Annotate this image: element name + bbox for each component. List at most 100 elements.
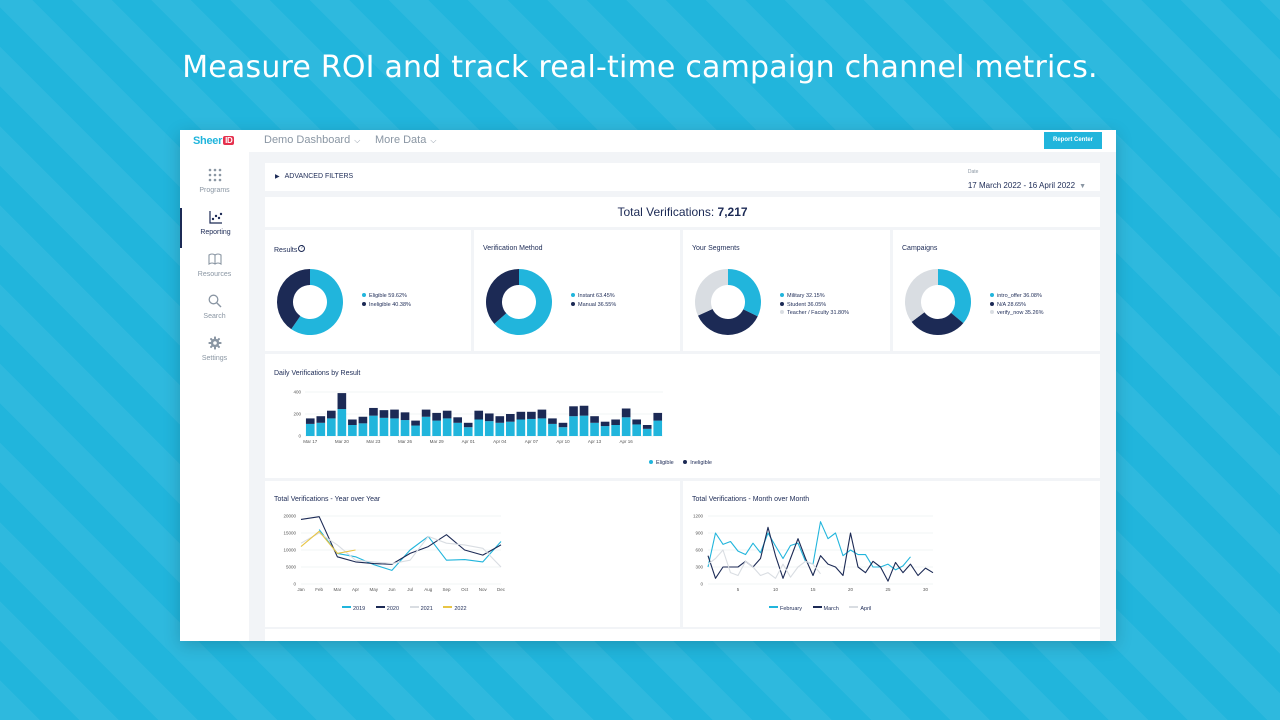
- donut-slice[interactable]: [938, 269, 971, 324]
- date-range-picker[interactable]: Date 17 March 2022 - 16 April 2022 ▼: [968, 169, 1086, 193]
- bar-segment[interactable]: [590, 416, 599, 423]
- legend-item[interactable]: intro_offer 36.08%: [990, 293, 1043, 302]
- sidebar-item-search[interactable]: Search: [180, 292, 249, 332]
- logo[interactable]: Sheer ID: [193, 135, 235, 147]
- report-center-button[interactable]: Report Center: [1044, 132, 1102, 149]
- bar-segment[interactable]: [337, 393, 347, 410]
- series-line[interactable]: [300, 530, 356, 554]
- bar-segment[interactable]: [600, 421, 610, 427]
- bar-segment[interactable]: [432, 420, 441, 436]
- bar-segment[interactable]: [569, 416, 578, 436]
- legend-item-february[interactable]: February: [769, 606, 802, 612]
- series-line[interactable]: [300, 532, 502, 568]
- donut-slice[interactable]: [911, 312, 964, 335]
- bar-segment[interactable]: [474, 410, 484, 420]
- bar-segment[interactable]: [369, 415, 378, 436]
- legend-item-2020[interactable]: 2020: [375, 606, 399, 612]
- legend-item[interactable]: Ineligible 40.38%: [362, 301, 411, 311]
- bar-segment[interactable]: [642, 428, 652, 436]
- menu-more-data[interactable]: More Data ⌵: [375, 134, 437, 146]
- bar-segment[interactable]: [558, 422, 568, 428]
- series-line[interactable]: [707, 549, 821, 579]
- help-icon[interactable]: ?: [298, 245, 306, 252]
- bar-segment[interactable]: [495, 422, 505, 436]
- bar-segment[interactable]: [527, 411, 536, 419]
- legend-item-2019[interactable]: 2019: [342, 606, 365, 612]
- bar-segment[interactable]: [453, 417, 462, 423]
- bar-segment[interactable]: [390, 418, 399, 436]
- bar-segment[interactable]: [379, 417, 389, 436]
- bar-segment[interactable]: [305, 423, 315, 436]
- legend-item[interactable]: Manual 36.55%: [571, 301, 616, 311]
- sidebar-item-settings[interactable]: Settings: [180, 334, 249, 374]
- bar-segment[interactable]: [558, 427, 568, 436]
- bar-segment[interactable]: [316, 416, 326, 423]
- bar-segment[interactable]: [474, 419, 484, 437]
- bar-segment[interactable]: [600, 426, 610, 436]
- donut-slice[interactable]: [291, 269, 343, 335]
- bar-segment[interactable]: [611, 419, 620, 426]
- donut-slice[interactable]: [486, 269, 519, 324]
- bar-segment[interactable]: [495, 416, 505, 423]
- bar-segment[interactable]: [327, 418, 336, 436]
- donut-slice[interactable]: [277, 269, 310, 330]
- bar-segment[interactable]: [579, 415, 589, 436]
- bar-segment[interactable]: [579, 405, 589, 416]
- bar-segment[interactable]: [537, 418, 547, 436]
- bar-segment[interactable]: [632, 419, 641, 425]
- bar-segment[interactable]: [548, 423, 557, 436]
- legend-item[interactable]: N/A 28.65%: [990, 301, 1043, 311]
- bar-segment[interactable]: [506, 421, 515, 436]
- donut-slice[interactable]: [728, 269, 761, 317]
- legend-item[interactable]: Teacher / Faculty 31.80%: [780, 310, 849, 319]
- bar-segment[interactable]: [400, 420, 410, 436]
- bar-segment[interactable]: [484, 413, 494, 422]
- legend-item[interactable]: Military 32.15%: [780, 293, 849, 302]
- bar-segment[interactable]: [484, 421, 494, 436]
- bar-segment[interactable]: [327, 410, 336, 419]
- bar-segment[interactable]: [400, 412, 410, 421]
- bar-segment[interactable]: [642, 425, 652, 429]
- legend-item-april[interactable]: April: [849, 606, 871, 612]
- bar-segment[interactable]: [632, 424, 641, 436]
- legend-item[interactable]: Student 36.05%: [780, 301, 849, 311]
- bar-segment[interactable]: [432, 412, 441, 421]
- menu-demo-dashboard[interactable]: Demo Dashboard ⌵: [264, 134, 361, 146]
- bar-segment[interactable]: [463, 422, 473, 428]
- sidebar-item-programs[interactable]: Programs: [180, 166, 249, 206]
- bar-segment[interactable]: [390, 409, 399, 419]
- bar-segment[interactable]: [653, 420, 663, 436]
- bar-segment[interactable]: [421, 416, 431, 436]
- bar-segment[interactable]: [442, 418, 452, 436]
- bar-segment[interactable]: [348, 419, 357, 426]
- legend-item-march[interactable]: March: [812, 606, 839, 612]
- donut-slice[interactable]: [905, 269, 938, 322]
- bar-segment[interactable]: [516, 411, 526, 420]
- bar-segment[interactable]: [369, 407, 378, 416]
- bar-segment[interactable]: [358, 423, 368, 436]
- bar-segment[interactable]: [337, 409, 347, 436]
- bar-segment[interactable]: [453, 422, 462, 436]
- bar-segment[interactable]: [548, 418, 557, 424]
- legend-item[interactable]: Eligible 59.62%: [362, 293, 411, 302]
- bar-segment[interactable]: [421, 409, 431, 417]
- sidebar-item-resources[interactable]: Resources: [180, 250, 249, 290]
- bar-segment[interactable]: [463, 427, 473, 436]
- donut-slice[interactable]: [695, 269, 728, 316]
- bar-segment[interactable]: [358, 416, 368, 424]
- legend-item[interactable]: verify_now 35.26%: [990, 310, 1043, 319]
- bar-segment[interactable]: [305, 418, 315, 424]
- bar-segment[interactable]: [516, 419, 526, 437]
- bar-segment[interactable]: [611, 425, 620, 436]
- bar-segment[interactable]: [411, 420, 420, 426]
- donut-slice[interactable]: [494, 269, 552, 335]
- bar-segment[interactable]: [537, 409, 547, 419]
- bar-segment[interactable]: [527, 418, 536, 436]
- legend-item-2022[interactable]: 2022: [443, 606, 467, 612]
- bar-segment[interactable]: [621, 408, 631, 418]
- bar-segment[interactable]: [411, 425, 420, 436]
- sidebar-item-reporting[interactable]: Reporting: [180, 208, 249, 248]
- bar-segment[interactable]: [621, 417, 631, 436]
- advanced-filters-toggle[interactable]: ▶ ADVANCED FILTERS: [275, 173, 354, 180]
- bar-segment[interactable]: [379, 410, 389, 418]
